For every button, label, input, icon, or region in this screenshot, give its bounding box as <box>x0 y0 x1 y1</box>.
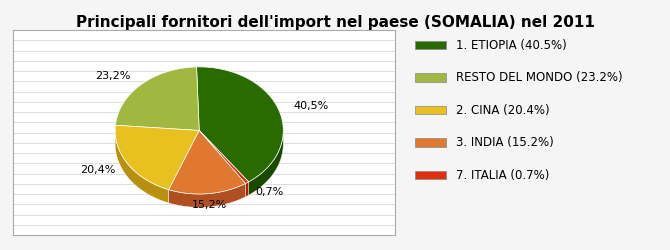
Text: 15,2%: 15,2% <box>192 200 227 210</box>
Text: 7. ITALIA (0.7%): 7. ITALIA (0.7%) <box>456 168 549 181</box>
Text: Principali fornitori dell'import nel paese (SOMALIA) nel 2011: Principali fornitori dell'import nel pae… <box>76 15 594 30</box>
FancyBboxPatch shape <box>415 171 446 179</box>
Text: 23,2%: 23,2% <box>96 71 131 81</box>
Text: 3. INDIA (15.2%): 3. INDIA (15.2%) <box>456 136 553 149</box>
Text: 0,7%: 0,7% <box>256 187 284 197</box>
FancyBboxPatch shape <box>415 40 446 50</box>
Text: 40,5%: 40,5% <box>293 101 328 111</box>
FancyBboxPatch shape <box>415 106 446 114</box>
Text: 1. ETIOPIA (40.5%): 1. ETIOPIA (40.5%) <box>456 38 566 52</box>
Text: 2. CINA (20.4%): 2. CINA (20.4%) <box>456 104 549 117</box>
Text: RESTO DEL MONDO (23.2%): RESTO DEL MONDO (23.2%) <box>456 71 622 84</box>
FancyBboxPatch shape <box>415 73 446 82</box>
FancyBboxPatch shape <box>415 138 446 147</box>
Polygon shape <box>115 132 169 203</box>
PathPatch shape <box>199 130 249 184</box>
Polygon shape <box>169 184 246 207</box>
PathPatch shape <box>196 67 283 182</box>
Text: 20,4%: 20,4% <box>80 165 115 175</box>
Polygon shape <box>249 131 283 195</box>
Polygon shape <box>246 182 249 197</box>
PathPatch shape <box>115 125 199 190</box>
PathPatch shape <box>115 67 199 130</box>
PathPatch shape <box>169 130 246 194</box>
